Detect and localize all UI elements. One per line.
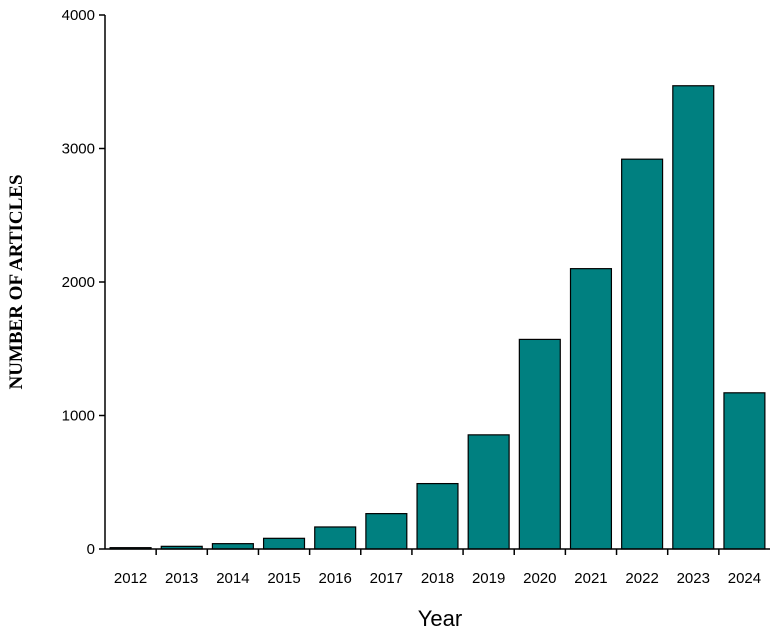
x-axis-ticks: 2012 2013 2014 2015 2016 2017 2018 2019 2020 2021…: [114, 549, 761, 587]
x-tick-label: 2021: [574, 570, 607, 587]
y-tick-label: 2000: [62, 274, 95, 291]
x-tick-label: 2024: [728, 570, 761, 587]
x-tick-label: 2020: [523, 570, 556, 587]
x-axis-title: Year: [418, 606, 462, 631]
bar-2022: [621, 158, 664, 550]
x-tick-label: 2017: [370, 570, 403, 587]
y-tick-label: 4000: [62, 7, 95, 24]
y-tick-label: 1000: [62, 408, 95, 425]
bar-2014: [211, 543, 254, 550]
bar-2018: [416, 482, 459, 550]
bar-2019: [467, 434, 510, 550]
bar-2016: [314, 526, 357, 550]
y-axis-ticks: 0 1000 2000 3000 4000: [62, 7, 105, 558]
y-axis-title: NUMBER OF ARTICLES: [6, 174, 27, 389]
bar-2020: [518, 338, 561, 550]
y-tick-label: 3000: [62, 141, 95, 158]
x-tick-label: 2022: [625, 570, 658, 587]
x-tick-label: 2019: [472, 570, 505, 587]
bar-2023: [672, 85, 715, 550]
x-tick-label: 2014: [216, 570, 249, 587]
bar-2024: [723, 392, 766, 550]
bar-2017: [365, 513, 408, 550]
x-tick-label: 2018: [421, 570, 454, 587]
y-tick-label: 0: [87, 541, 95, 558]
bar-2015: [262, 537, 306, 550]
bars: [109, 85, 766, 550]
x-tick-label: 2013: [165, 570, 198, 587]
x-tick-label: 2015: [267, 570, 300, 587]
x-tick-label: 2023: [677, 570, 710, 587]
x-tick-label: 2012: [114, 570, 147, 587]
x-tick-label: 2016: [319, 570, 352, 587]
bar-2021: [569, 268, 613, 550]
